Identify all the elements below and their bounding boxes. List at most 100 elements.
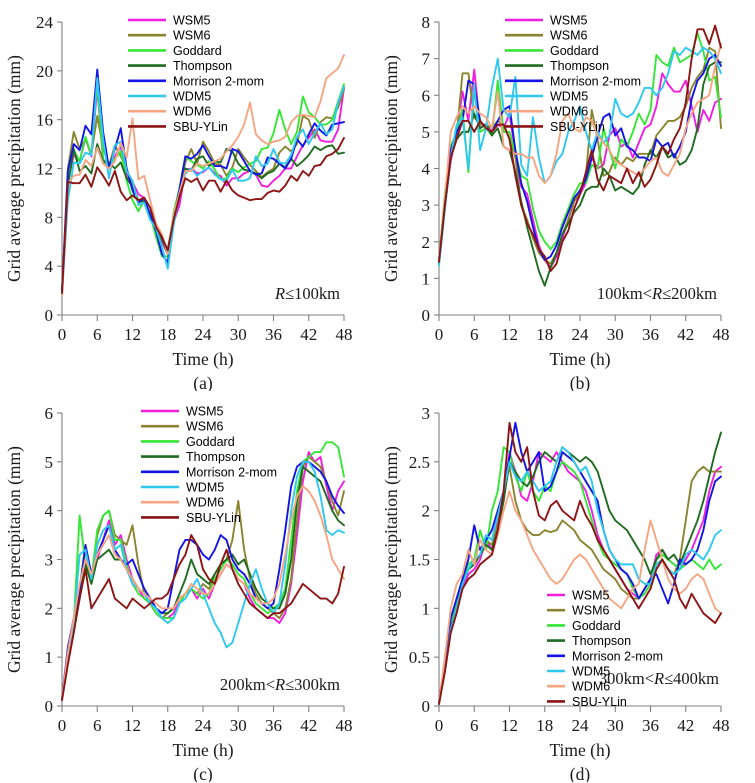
legend-label-wsm5: WSM5 [572,589,610,603]
x-tick-label: 6 [93,716,102,735]
legend-label-sbu-ylin: SBU-YLin [550,120,605,134]
x-tick-label: 36 [265,716,282,735]
series-line-wdm6 [61,485,345,701]
x-tick-label: 18 [536,325,553,344]
series-line-thompson [61,465,345,701]
series-line-sbu-ylin [438,24,722,272]
x-tick-label: 0 [435,325,444,344]
y-tick-label: 1 [422,599,431,618]
panel-caption: (a) [193,373,213,391]
y-tick-label: 12 [36,160,53,179]
legend-label-wdm6: WDM6 [550,105,588,119]
legend-label-wdm5: WDM5 [572,665,610,679]
x-tick-label: 24 [195,716,213,735]
y-tick-label: 2 [422,502,431,521]
series-line-wdm6 [438,490,722,705]
series-group [438,24,722,287]
x-tick-label: 30 [230,325,247,344]
series-group [438,421,722,705]
x-tick-label: 36 [265,325,282,344]
x-tick-label: 48 [713,325,730,344]
x-tick-label: 24 [572,325,590,344]
series-group [61,441,345,702]
x-axis-ticks: 0 6 12 18 24 30 36 42 48 [435,706,730,735]
series-line-wdm6 [438,43,722,262]
y-tick-label: 6 [45,404,54,423]
legend-label-wsm5: WSM5 [186,405,224,419]
legend-label-goddard: Goddard [186,435,235,449]
x-axis-title: Time (h) [549,740,610,760]
legend-label-morrison-2-mom: Morrison 2-mom [186,465,277,479]
y-tick-label: 2 [422,233,431,252]
y-tick-label: 4 [45,502,54,521]
y-tick-label: 1.5 [409,551,430,570]
chart-panel-b: 0 1 2 3 4 5 6 7 8 0 6 12 18 24 30 36 42 48 Grid average pr… [377,0,754,391]
x-tick-label: 18 [159,716,176,735]
y-axis-ticks: 0 1 2 3 4 5 6 7 8 [422,13,439,325]
series-line-sbu-ylin [61,137,345,294]
legend-label-wdm5: WDM5 [173,90,211,104]
series-line-goddard [61,441,345,701]
x-tick-label: 36 [642,325,659,344]
x-axis-title: Time (h) [172,740,233,760]
y-tick-label: 16 [36,111,53,130]
legend-label-wdm6: WDM6 [572,680,610,694]
legend-label-goddard: Goddard [173,44,222,58]
chart-panel-c: 0 1 2 3 4 5 6 0 6 12 18 24 30 36 42 48 Grid average prec… [0,391,377,782]
series-line-wdm5 [61,77,345,297]
x-axis-ticks: 0 6 12 18 24 30 36 42 48 [58,706,353,735]
x-tick-label: 18 [536,716,553,735]
series-line-wdm6 [61,54,345,297]
x-tick-label: 12 [124,716,141,735]
legend-label-morrison-2-mom: Morrison 2-mom [572,649,663,663]
y-tick-label: 1 [422,269,431,288]
x-tick-label: 24 [195,325,213,344]
x-tick-label: 30 [607,716,624,735]
x-tick-label: 6 [470,716,479,735]
legend-label-wsm5: WSM5 [550,14,588,28]
x-tick-label: 12 [501,325,518,344]
y-tick-label: 0 [45,306,54,325]
x-tick-label: 42 [300,325,317,344]
x-tick-label: 6 [470,325,479,344]
y-tick-label: 0 [422,697,431,716]
legend-label-wdm5: WDM5 [186,481,224,495]
legend-label-wdm5: WDM5 [550,90,588,104]
legend-label-wsm6: WSM6 [550,29,588,43]
y-tick-label: 24 [36,13,54,32]
legend-label-wdm6: WDM6 [173,105,211,119]
x-tick-label: 30 [230,716,247,735]
legend-label-wsm6: WSM6 [173,29,211,43]
x-tick-label: 42 [300,716,317,735]
range-annotation: 100km<R≤200km [597,284,717,303]
y-tick-label: 20 [36,62,53,81]
x-tick-label: 48 [713,716,730,735]
range-annotation: 300km<R≤400km [599,669,719,688]
y-axis-title: Grid average precipitation (mm) [4,446,24,673]
x-axis-title: Time (h) [549,349,610,369]
legend-label-sbu-ylin: SBU-YLin [186,511,241,525]
y-axis-title: Grid average precipitation (mm) [381,446,401,673]
y-tick-label: 5 [45,453,54,472]
legend-label-morrison-2-mom: Morrison 2-mom [550,74,641,88]
panel-caption: (b) [570,373,591,391]
legend-label-wdm6: WDM6 [186,496,224,510]
y-tick-label: 3 [45,551,54,570]
x-tick-label: 0 [58,325,67,344]
y-tick-label: 3 [422,196,431,215]
y-tick-label: 3 [422,404,431,423]
x-tick-label: 36 [642,716,659,735]
y-tick-label: 2 [45,599,54,618]
chart-panel-d: 0 0.5 1 1.5 2 2.5 3 0 6 12 18 24 30 36 42 48 Grid averag… [377,391,754,782]
x-tick-label: 0 [435,716,444,735]
y-axis-ticks: 0 0.5 1 1.5 2 2.5 3 [409,404,439,716]
y-axis-title: Grid average precipitation (mm) [381,55,401,282]
y-tick-label: 8 [422,13,431,32]
x-tick-label: 42 [677,716,694,735]
x-tick-label: 48 [336,325,353,344]
